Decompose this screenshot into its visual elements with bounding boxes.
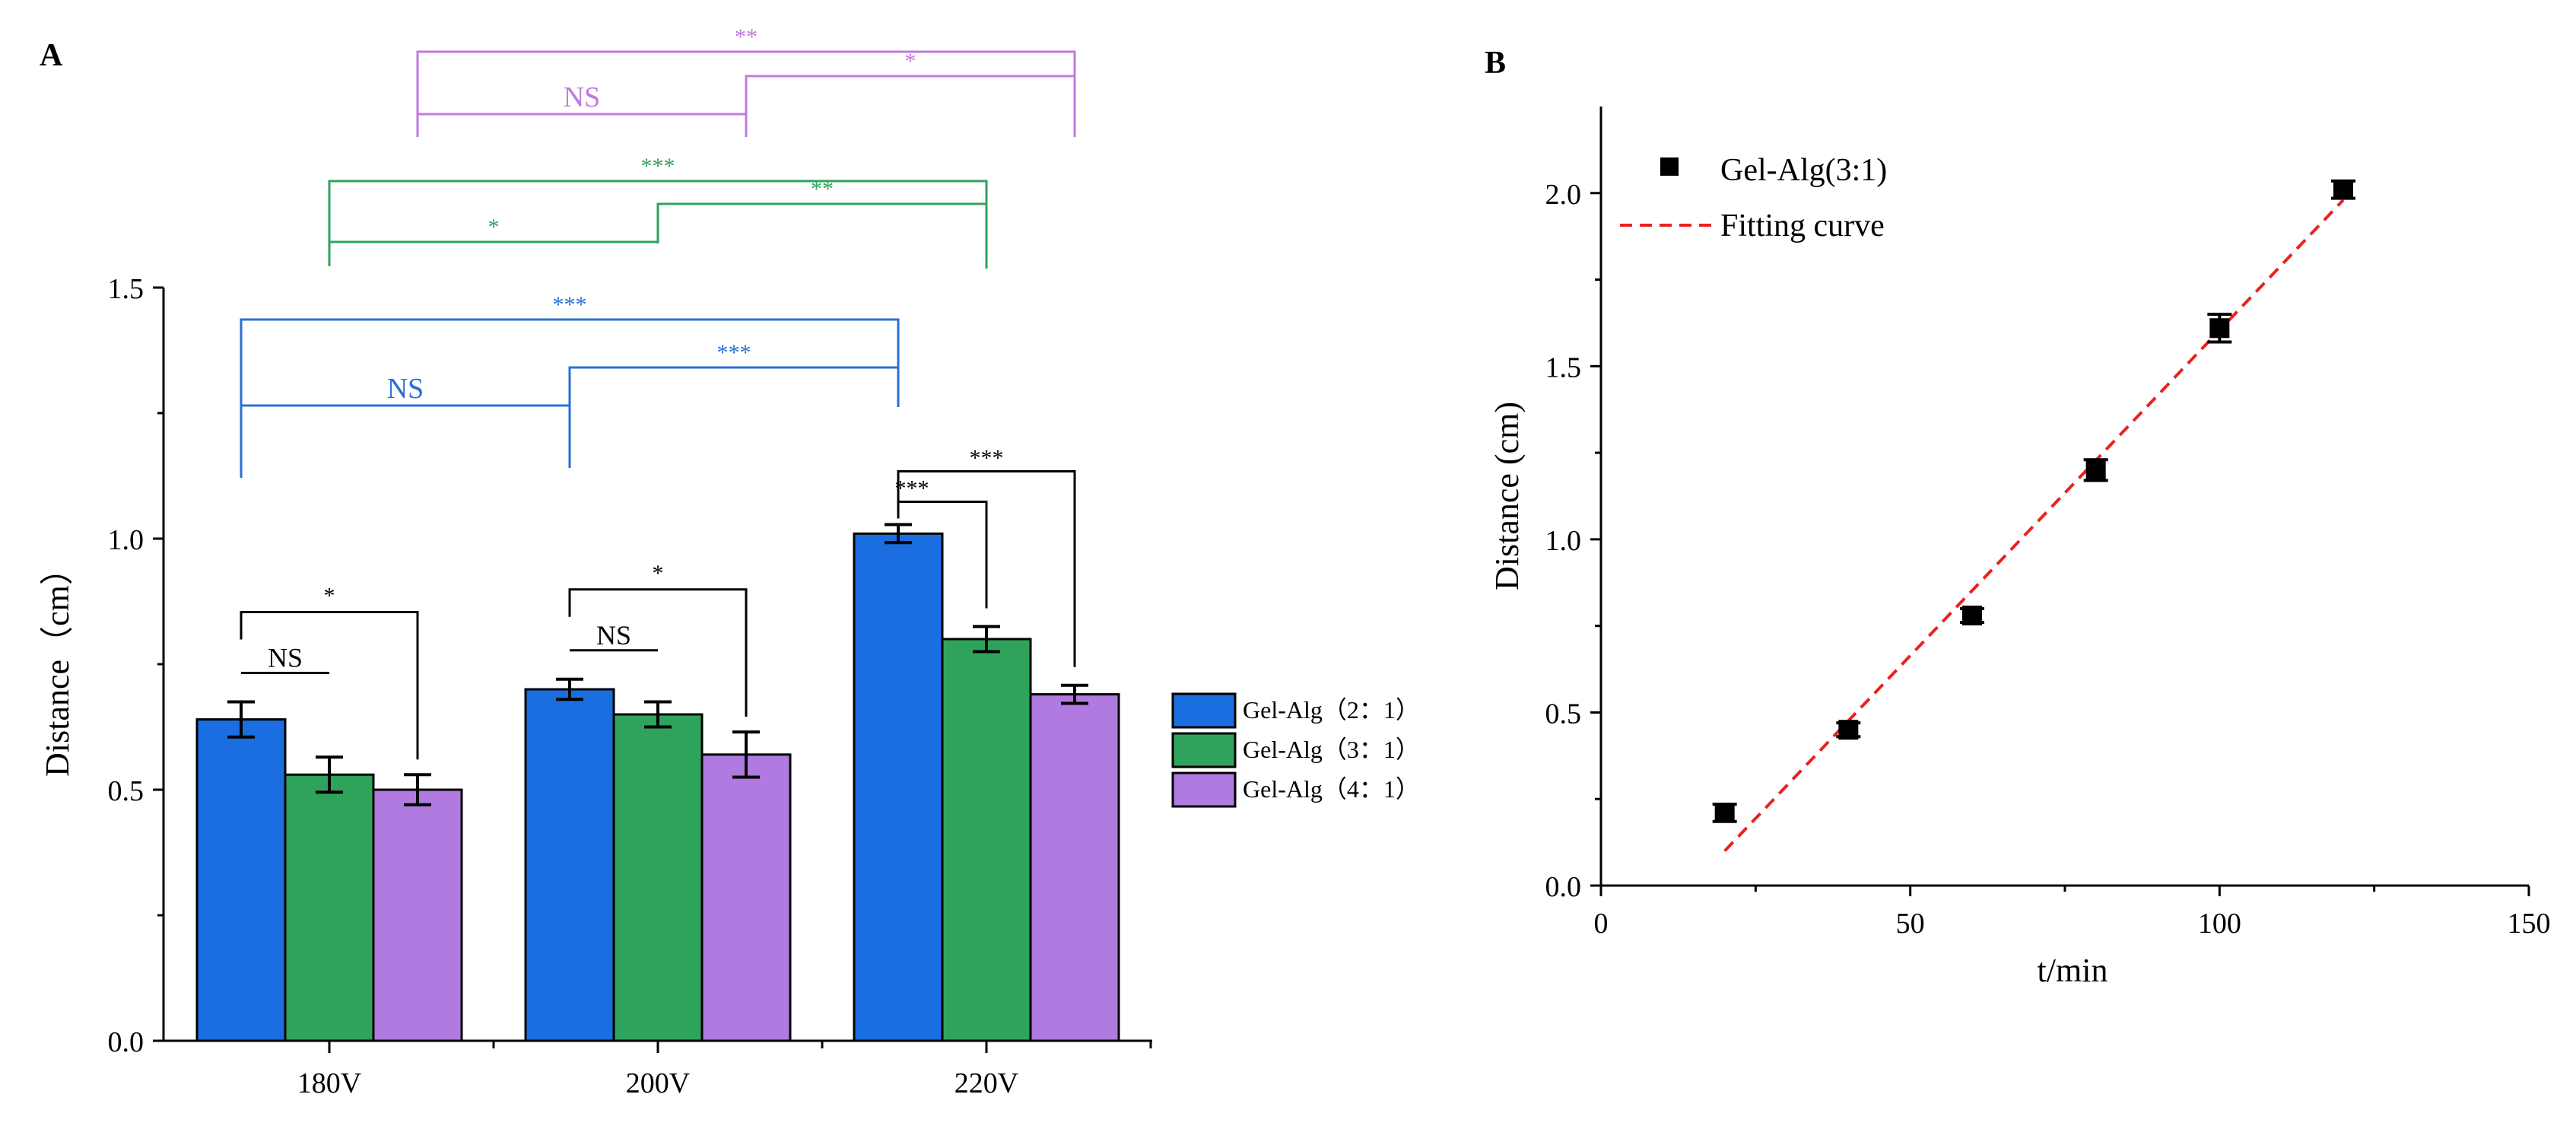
legend-label: Fitting curve	[1720, 208, 1885, 243]
legend-marker	[1660, 157, 1679, 176]
between-group-label: **	[811, 177, 834, 202]
between-group-label: ***	[553, 292, 587, 317]
bar	[612, 713, 704, 1042]
panel-a-y-tick-label: 1.5	[108, 273, 145, 305]
panel-b-y-axis-label: Distance (cm)	[1488, 402, 1526, 590]
panel-b-y-tick-label: 1.0	[1545, 525, 1582, 557]
significance-label: NS	[596, 620, 631, 650]
panel-a-label: A	[40, 38, 63, 73]
panel-a-y-tick-label: 0.0	[108, 1026, 145, 1058]
significance-label: NS	[268, 643, 303, 673]
between-group-label: *	[905, 49, 916, 74]
fit-line	[1723, 199, 2345, 852]
panel-b-y-tick-label: 0.5	[1545, 698, 1582, 730]
legend-swatch	[1171, 771, 1237, 808]
between-group-label: NS	[387, 373, 424, 405]
legend-swatch	[1171, 732, 1237, 768]
panel-a-y-tick-label: 0.5	[108, 775, 145, 807]
between-group-bracket	[568, 366, 900, 407]
panel-b-x-tick-label: 0	[1594, 908, 1609, 940]
between-group-label: ***	[641, 154, 675, 179]
panel-a-x-tick-label: 180V	[297, 1067, 362, 1099]
data-point	[2333, 180, 2353, 200]
bar	[284, 773, 375, 1042]
panel-b-y-tick-label: 0.0	[1545, 871, 1582, 903]
panel-b-y-tick-label: 1.5	[1545, 351, 1582, 383]
between-group-bracket	[745, 75, 1076, 137]
panel-a-legend: Gel-Alg（2：1） Gel-Alg（3：1） Gel-Alg（4：1）	[1171, 692, 1420, 808]
data-point	[2209, 318, 2230, 339]
bar	[524, 688, 615, 1042]
bar	[700, 753, 792, 1042]
data-point	[1962, 606, 1982, 626]
legend-label: Gel-Alg（3：1）	[1243, 736, 1420, 763]
panel-a-bars	[195, 523, 1120, 1042]
data-point	[2085, 460, 2106, 480]
panel-a-significance: NS*NS**********NS***********NS*	[240, 24, 1076, 760]
panel-b-x-tick-label: 150	[2508, 908, 2551, 940]
legend-label: Gel-Alg(3:1)	[1720, 153, 1887, 188]
significance-bracket	[897, 470, 1076, 667]
panel-b-axes: 0.0 0.5 1.0 1.5 2.0 0 50 100 150	[1545, 107, 2551, 940]
legend-label: Gel-Alg（2：1）	[1243, 696, 1420, 724]
between-group-label: **	[735, 24, 758, 49]
panel-a-y-axis-label: Distance（cm）	[39, 552, 76, 777]
panel-a-axes: 0.0 0.5 1.0 1.5 180V 200V 220V	[108, 273, 1152, 1099]
between-group-label: NS	[564, 81, 601, 113]
panel-b-fit-line	[1723, 199, 2345, 852]
bar	[372, 788, 463, 1042]
panel-b-y-tick-label: 2.0	[1545, 179, 1582, 211]
bar	[941, 638, 1032, 1042]
panel-a-x-tick-label: 200V	[626, 1067, 691, 1099]
panel-b-x-tick-label: 50	[1896, 908, 1925, 940]
significance-bracket	[568, 588, 748, 717]
significance-label: ***	[970, 446, 1004, 471]
data-point	[1714, 803, 1735, 823]
panel-b-x-tick-label: 100	[2198, 908, 2241, 940]
panel-b-legend: Gel-Alg(3:1) Fitting curve	[1620, 153, 1887, 243]
bar	[195, 718, 287, 1042]
panel-b-points	[1712, 179, 2355, 823]
panel-b-label: B	[1485, 46, 1506, 81]
bar	[853, 532, 944, 1042]
significance-bracket	[240, 611, 419, 760]
between-group-label: ***	[717, 340, 751, 365]
significance-label: *	[324, 584, 335, 609]
between-group-label: *	[488, 215, 500, 240]
data-point	[1838, 720, 1859, 740]
legend-label: Gel-Alg（4：1）	[1243, 775, 1420, 803]
bar	[1029, 693, 1120, 1042]
significance-label: ***	[895, 476, 929, 501]
panel-a-y-tick-label: 1.0	[108, 524, 145, 556]
panel-b-x-axis-label: t/min	[2038, 952, 2108, 989]
between-group-bracket	[656, 202, 988, 269]
panel-a-x-tick-label: 220V	[954, 1067, 1019, 1099]
between-group-bracket	[240, 318, 900, 478]
significance-label: *	[653, 561, 664, 586]
legend-swatch	[1171, 692, 1237, 729]
